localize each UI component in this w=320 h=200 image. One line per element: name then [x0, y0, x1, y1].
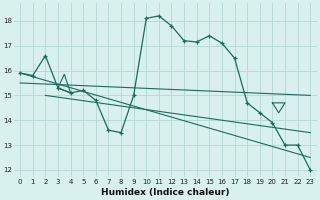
X-axis label: Humidex (Indice chaleur): Humidex (Indice chaleur): [101, 188, 229, 197]
